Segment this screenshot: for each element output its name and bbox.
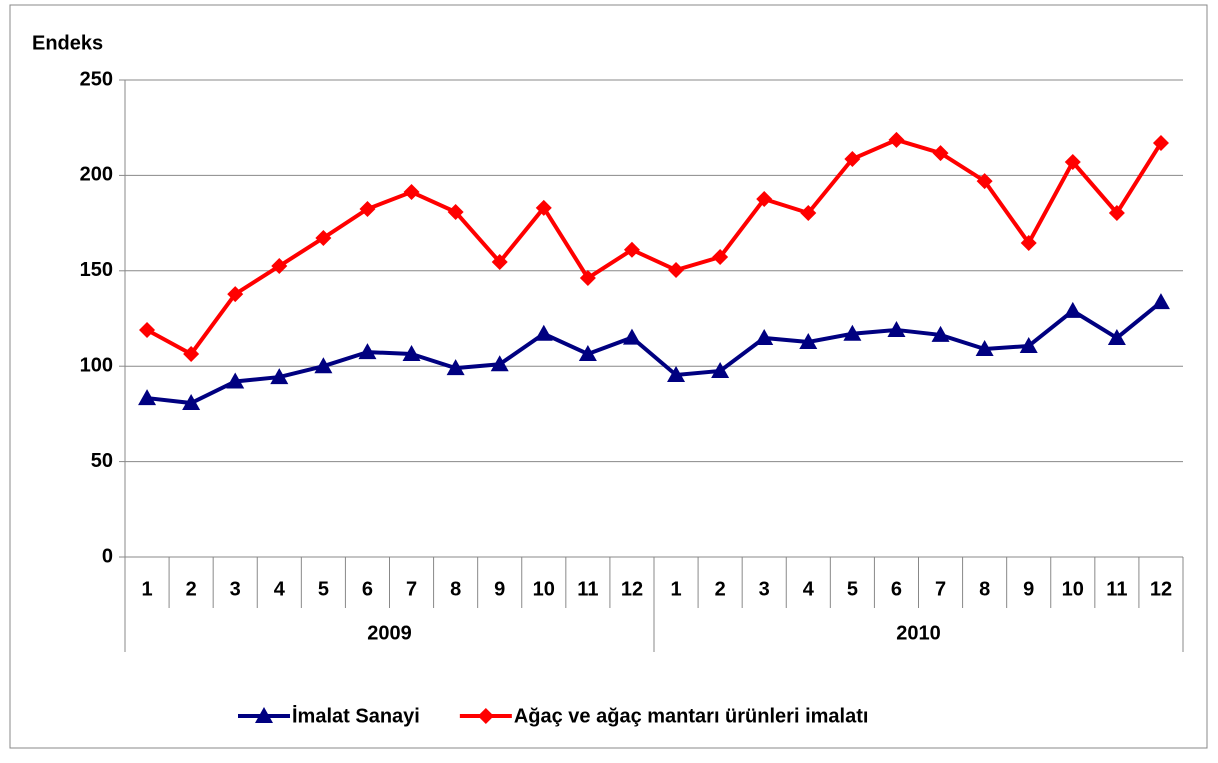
data-point [403, 183, 420, 200]
data-point [1019, 336, 1038, 353]
x-tick-label: 4 [803, 578, 815, 600]
data-point [623, 241, 640, 258]
data-point [712, 249, 729, 266]
x-tick-label: 2 [715, 578, 726, 600]
data-point [1107, 328, 1126, 345]
data-point [447, 204, 464, 221]
data-point [358, 343, 377, 360]
x-tick-label: 10 [1062, 578, 1084, 600]
data-point [800, 204, 817, 221]
data-point [490, 355, 509, 372]
data-point [270, 368, 289, 385]
x-tick-label: 1 [141, 578, 152, 600]
data-point [843, 324, 862, 341]
chart-border [9, 4, 1208, 749]
x-tick-label: 9 [1023, 578, 1034, 600]
data-point [139, 321, 156, 338]
x-tick-label: 10 [533, 578, 555, 600]
data-point [1151, 293, 1170, 310]
x-tick-label: 2 [186, 578, 197, 600]
series-line [146, 137, 1163, 357]
series-line [146, 300, 1163, 406]
data-point [491, 254, 508, 271]
y-tick-label: 50 [91, 450, 113, 472]
x-tick-label: 12 [1150, 578, 1172, 600]
data-point [535, 199, 552, 216]
data-point [315, 229, 332, 246]
data-point [888, 131, 905, 148]
x-tick-label: 3 [230, 578, 241, 600]
y-tick-label: 250 [80, 68, 113, 90]
data-point [711, 361, 730, 378]
data-point [578, 344, 597, 361]
data-point [887, 320, 906, 337]
data-point [183, 345, 200, 362]
group-label: 2009 [367, 622, 412, 644]
data-point [975, 340, 994, 357]
data-point [446, 359, 465, 376]
data-point [799, 332, 818, 349]
x-tick-label: 7 [406, 578, 417, 600]
y-tick-label: 100 [80, 354, 113, 376]
x-tick-label: 6 [891, 578, 902, 600]
x-tick-label: 8 [979, 578, 990, 600]
data-point [755, 328, 774, 345]
x-tick-label: 1 [670, 578, 681, 600]
data-point [1020, 234, 1037, 251]
x-tick-label: 3 [759, 578, 770, 600]
x-tick-label: 8 [450, 578, 461, 600]
x-tick-label: 11 [577, 578, 598, 600]
data-point [932, 145, 949, 162]
data-point [756, 191, 773, 208]
data-point [402, 344, 421, 361]
x-tick-label: 12 [621, 578, 643, 600]
data-point [182, 394, 201, 411]
x-tick-label: 6 [362, 578, 373, 600]
data-point [1108, 204, 1125, 221]
data-point [138, 389, 157, 406]
data-point [227, 286, 244, 303]
data-point [667, 365, 686, 382]
data-point [931, 325, 950, 342]
y-tick-label: 200 [80, 164, 113, 186]
data-point [579, 270, 596, 287]
data-point [314, 357, 333, 374]
data-point [844, 150, 861, 167]
data-point [1064, 154, 1081, 171]
data-point [1063, 301, 1082, 318]
legend-label: İmalat Sanayi [292, 704, 420, 727]
x-tick-label: 9 [494, 578, 505, 600]
y-tick-label: 0 [102, 545, 113, 567]
data-point [271, 258, 288, 275]
legend-marker [477, 708, 494, 724]
data-point [976, 173, 993, 190]
data-point [668, 262, 685, 279]
data-point [359, 200, 376, 217]
y-tick-label: 150 [80, 259, 113, 281]
data-point [622, 328, 641, 345]
data-point [226, 372, 245, 389]
data-point [534, 324, 553, 341]
x-tick-label: 4 [274, 578, 286, 600]
legend-label: Ağaç ve ağaç mantarı ürünleri imalatı [514, 705, 869, 727]
group-label: 2010 [896, 622, 941, 644]
x-tick-label: 11 [1106, 578, 1127, 600]
x-tick-label: 5 [847, 578, 858, 600]
y-axis-title: Endeks [32, 32, 103, 54]
data-point [1152, 134, 1169, 151]
legend-marker [255, 707, 273, 723]
x-tick-label: 7 [935, 578, 946, 600]
x-tick-label: 5 [318, 578, 329, 600]
